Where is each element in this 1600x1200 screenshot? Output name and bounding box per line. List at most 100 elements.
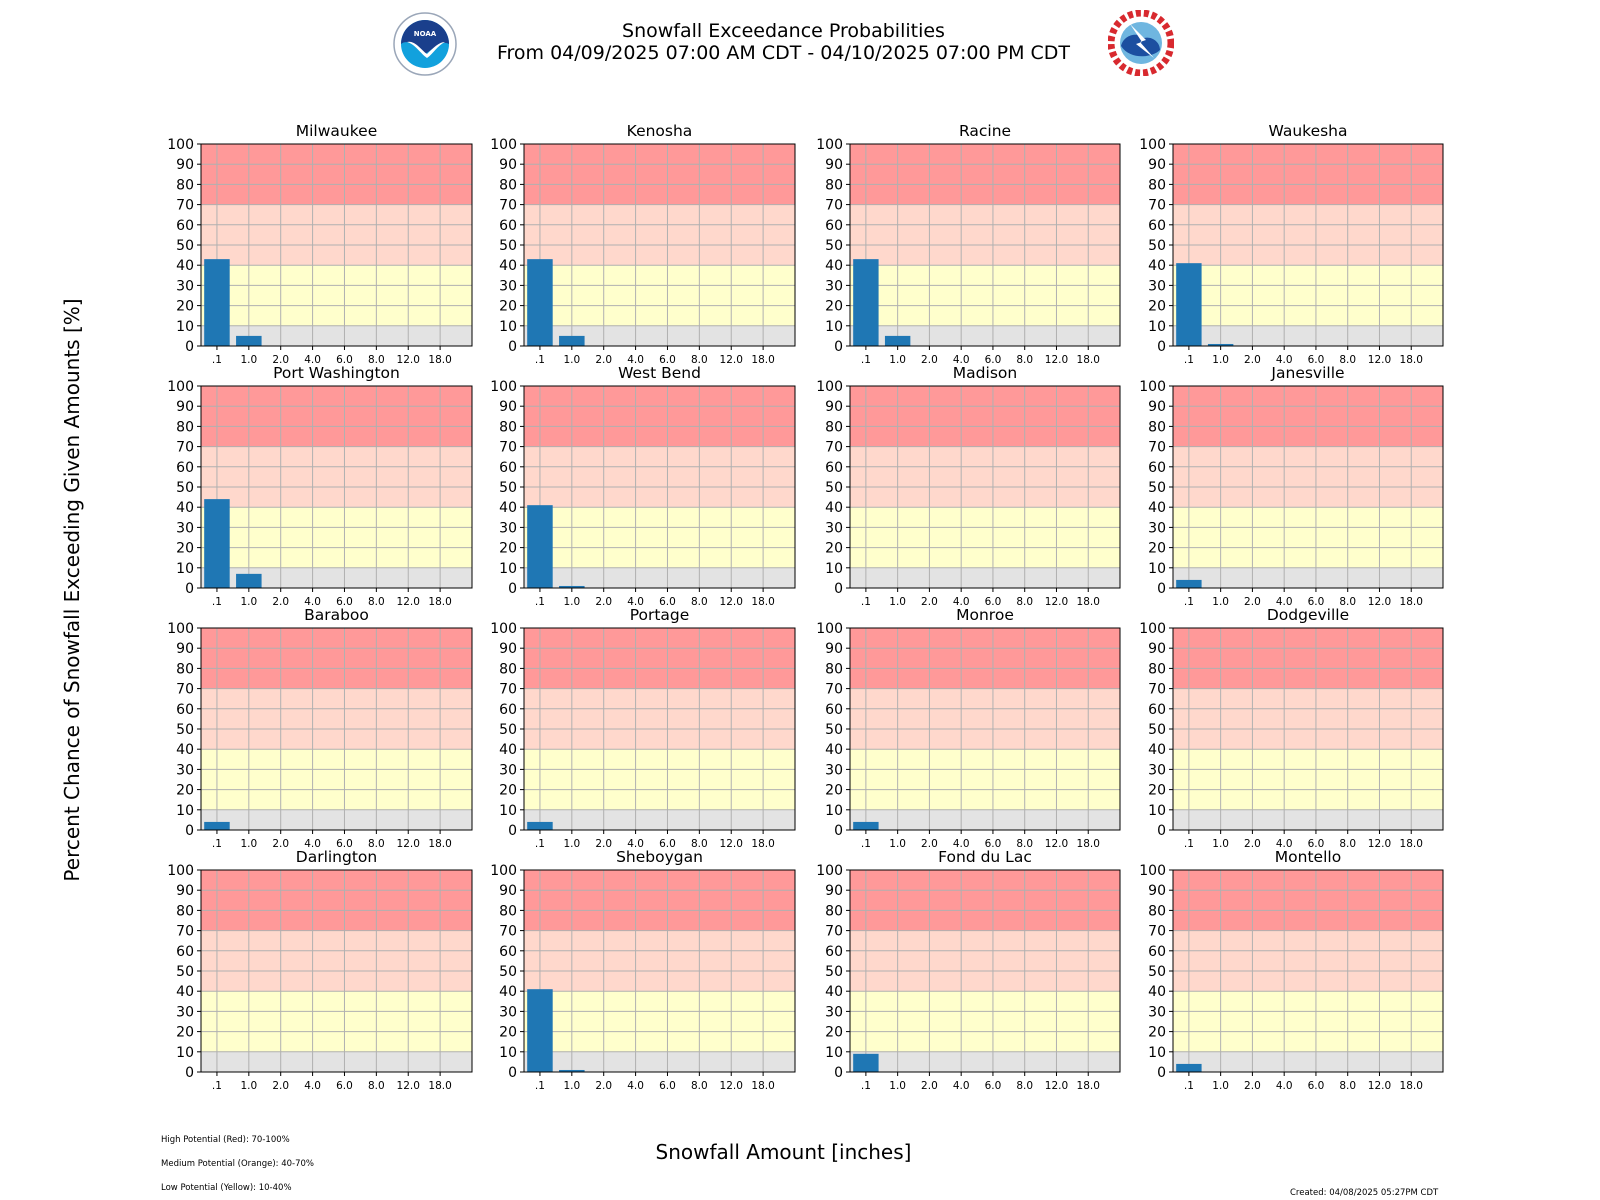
y-tick-label: 70	[499, 440, 517, 456]
panel-fond-du-lac: 0 10 20 30 40 50 60 70 80 90 100 .1 1.0 2.0 4.0 6.0 8.0 1…	[816, 848, 1121, 1092]
band-red	[524, 870, 795, 931]
y-tick-label: 30	[825, 1004, 843, 1020]
band-gray	[850, 809, 1120, 830]
x-tick-label: 18.0	[1077, 596, 1100, 608]
x-tick-label: 18.0	[1400, 596, 1423, 608]
svg-text:NOAA: NOAA	[414, 30, 437, 38]
band-red	[850, 870, 1120, 931]
band-yellow	[1173, 991, 1443, 1052]
x-tick-label: 2.0	[272, 1080, 289, 1092]
y-tick-label: 80	[825, 903, 843, 919]
y-tick-label: 40	[499, 984, 517, 1000]
band-yellow	[524, 507, 795, 568]
y-tick-label: 0	[508, 581, 517, 597]
y-tick-label: 50	[825, 480, 843, 496]
y-tick-label: 40	[825, 500, 843, 516]
y-tick-label: 0	[508, 823, 517, 839]
y-tick-label: 10	[176, 561, 194, 577]
y-tick-label: 90	[499, 157, 517, 173]
y-tick-label: 50	[1148, 722, 1166, 738]
panel-title: Waukesha	[1268, 122, 1347, 140]
x-tick-label: 4.0	[1276, 354, 1293, 366]
band-gray	[1173, 809, 1443, 830]
y-tick-label: 60	[176, 944, 194, 960]
band-orange	[201, 446, 472, 508]
y-tick-label: 70	[176, 682, 194, 698]
x-tick-label: 2.0	[921, 838, 938, 850]
y-tick-label: 80	[176, 903, 194, 919]
bar	[527, 259, 553, 346]
panel-title: Port Washington	[273, 364, 400, 382]
x-tick-label: .1	[212, 838, 222, 850]
bar	[527, 505, 553, 588]
panel-milwaukee: 0 10 20 30 40 50 60 70 80 90 100 .1 1.0 2.0 4.0 6.0 8.0 1…	[167, 122, 473, 366]
noaa-logo-icon: NOAA	[393, 12, 457, 76]
y-tick-label: 100	[167, 379, 194, 395]
chart-title: Snowfall Exceedance Probabilities From 0…	[0, 20, 1567, 64]
y-tick-label: 30	[499, 520, 517, 536]
y-tick-label: 100	[816, 621, 843, 637]
band-orange	[524, 446, 795, 508]
x-tick-label: 12.0	[397, 354, 420, 366]
panel-monroe: 0 10 20 30 40 50 60 70 80 90 100 .1 1.0 2.0 4.0 6.0 8.0 1…	[816, 606, 1121, 850]
x-tick-label: 12.0	[397, 1080, 420, 1092]
y-tick-label: 100	[816, 379, 843, 395]
x-tick-label: 1.0	[240, 838, 257, 850]
x-tick-label: 8.0	[691, 838, 708, 850]
x-tick-label: 18.0	[1077, 838, 1100, 850]
panel-title: West Bend	[618, 364, 701, 382]
y-tick-label: 70	[176, 198, 194, 214]
x-tick-label: 1.0	[889, 354, 906, 366]
x-tick-label: .1	[212, 596, 222, 608]
y-tick-label: 0	[185, 581, 194, 597]
panel-title: Janesville	[1270, 364, 1344, 382]
y-tick-label: 100	[490, 137, 517, 153]
y-tick-label: 100	[167, 621, 194, 637]
y-tick-label: 30	[499, 1004, 517, 1020]
y-tick-label: 60	[176, 460, 194, 476]
x-tick-label: 18.0	[428, 354, 451, 366]
x-tick-label: 6.0	[336, 354, 353, 366]
y-tick-label: 90	[176, 883, 194, 899]
bar	[204, 499, 230, 588]
band-gray	[1173, 325, 1443, 346]
band-red	[524, 386, 795, 447]
y-tick-label: 30	[176, 520, 194, 536]
y-tick-label: 40	[176, 984, 194, 1000]
x-tick-label: 18.0	[751, 354, 774, 366]
x-tick-label: .1	[1184, 838, 1194, 850]
x-tick-label: 8.0	[691, 354, 708, 366]
x-tick-label: 6.0	[1308, 596, 1325, 608]
y-tick-label: 50	[499, 722, 517, 738]
bar	[559, 585, 585, 588]
y-tick-label: 90	[825, 399, 843, 415]
y-tick-label: 80	[825, 177, 843, 193]
bar	[853, 821, 879, 830]
y-tick-label: 100	[816, 137, 843, 153]
y-tick-label: 10	[176, 1045, 194, 1061]
x-tick-label: 18.0	[1077, 1080, 1100, 1092]
panel-title: Montello	[1275, 848, 1341, 866]
x-tick-label: 8.0	[1339, 354, 1356, 366]
panel-title: Fond du Lac	[938, 848, 1032, 866]
y-tick-label: 0	[834, 823, 843, 839]
x-tick-label: 18.0	[751, 596, 774, 608]
bar	[559, 1069, 585, 1072]
panel-west-bend: 0 10 20 30 40 50 60 70 80 90 100 .1 1.0 2.0 4.0 6.0 8.0 1…	[490, 364, 796, 608]
band-gray	[524, 1051, 795, 1072]
x-tick-label: 6.0	[985, 838, 1002, 850]
x-tick-label: 4.0	[304, 838, 321, 850]
y-tick-label: 60	[1148, 460, 1166, 476]
band-yellow	[201, 265, 472, 326]
panel-port-washington: 0 10 20 30 40 50 60 70 80 90 100 .1 1.0 2.0 4.0 6.0 8.0 1…	[167, 364, 473, 608]
y-tick-label: 80	[499, 419, 517, 435]
y-tick-label: 90	[1148, 641, 1166, 657]
bar	[236, 573, 262, 588]
band-gray	[201, 567, 472, 588]
x-tick-label: 4.0	[304, 596, 321, 608]
band-yellow	[524, 749, 795, 810]
bar	[1176, 263, 1202, 346]
x-tick-label: 2.0	[272, 354, 289, 366]
x-tick-label: 2.0	[1244, 596, 1261, 608]
